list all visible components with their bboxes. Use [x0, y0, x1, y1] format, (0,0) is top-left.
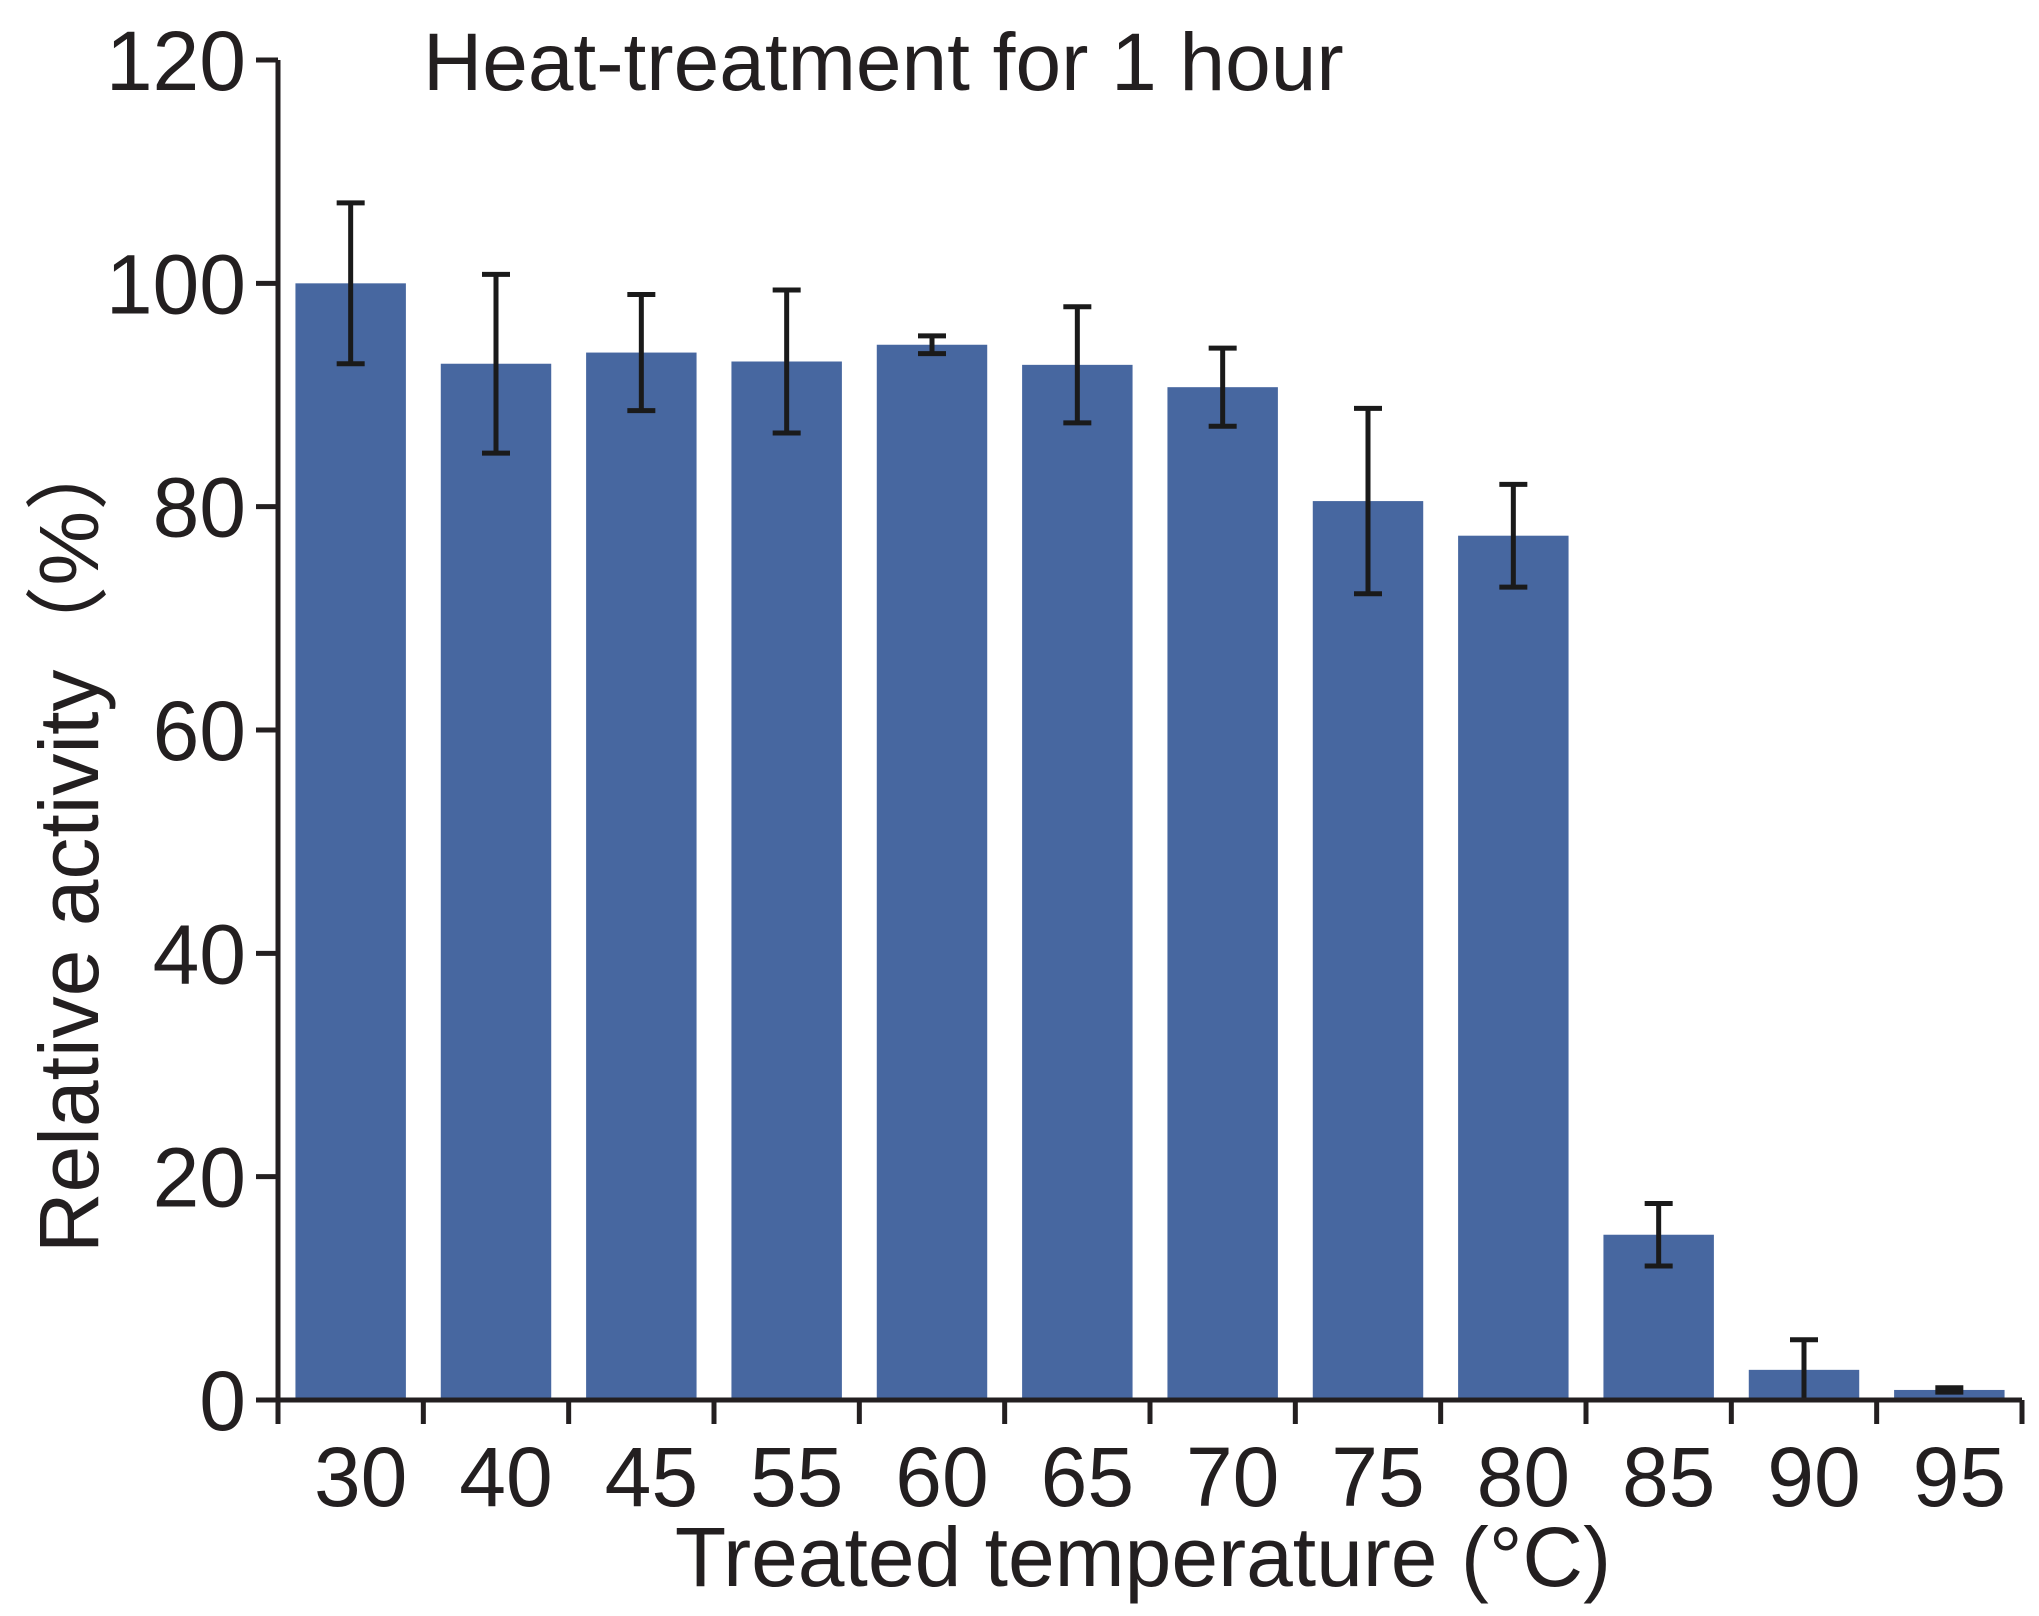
bar — [731, 361, 842, 1400]
error-bar — [1208, 345, 1237, 429]
bar — [876, 344, 988, 1400]
bar — [295, 283, 406, 1400]
x-tick-label: 70 — [1186, 1430, 1279, 1524]
error-bar — [627, 292, 656, 414]
error-bar — [482, 271, 510, 456]
bar — [1022, 364, 1133, 1401]
error-bar — [918, 333, 946, 357]
bar — [1458, 535, 1569, 1400]
x-tick-label: 60 — [895, 1430, 988, 1524]
error-bar — [1644, 1200, 1673, 1269]
bars-layer — [295, 283, 2005, 1401]
x-tick-label: 95 — [1913, 1430, 2006, 1524]
x-tick-label: 65 — [1041, 1430, 1134, 1524]
y-tick-label: 60 — [153, 684, 246, 778]
bar — [1167, 387, 1278, 1400]
error-bar — [1063, 304, 1092, 426]
y-tick-label: 80 — [153, 461, 246, 555]
x-tick-label: 55 — [750, 1430, 843, 1524]
bar — [1894, 1389, 2005, 1400]
x-tick-label: 45 — [605, 1430, 698, 1524]
x-tick-label: 85 — [1622, 1430, 1715, 1524]
x-tick-label: 75 — [1331, 1430, 1424, 1524]
y-tick-label: 20 — [153, 1131, 246, 1225]
x-tick-label: 40 — [459, 1430, 552, 1524]
x-axis-title: Treated temperature (°C) — [675, 1510, 1611, 1604]
x-tick-label: 90 — [1767, 1430, 1860, 1524]
y-tick-label: 120 — [106, 14, 246, 108]
error-bar — [336, 200, 365, 367]
error-bar — [1935, 1385, 1964, 1395]
bar — [586, 352, 697, 1401]
y-tick-label: 0 — [199, 1354, 246, 1448]
x-tick-label: 80 — [1477, 1430, 1570, 1524]
y-tick-label: 100 — [106, 237, 246, 331]
x-tick-label: 30 — [314, 1430, 407, 1524]
error-bar — [1499, 481, 1528, 590]
bar — [1312, 501, 1424, 1400]
error-bar — [1354, 405, 1382, 597]
bar — [440, 363, 552, 1400]
error-bars-layer — [336, 200, 1964, 1403]
x-ticks: 30 40 45 55 60 65 70 75 80 85 90 95 — [275, 1400, 2025, 1524]
y-ticks: 0 20 40 60 80 100 120 — [106, 14, 278, 1448]
y-axis-title: Relative activity（%） — [22, 427, 116, 1253]
y-tick-label: 40 — [153, 907, 246, 1001]
error-bar — [772, 287, 801, 436]
chart-title: Heat-treatment for 1 hour — [423, 17, 1344, 108]
